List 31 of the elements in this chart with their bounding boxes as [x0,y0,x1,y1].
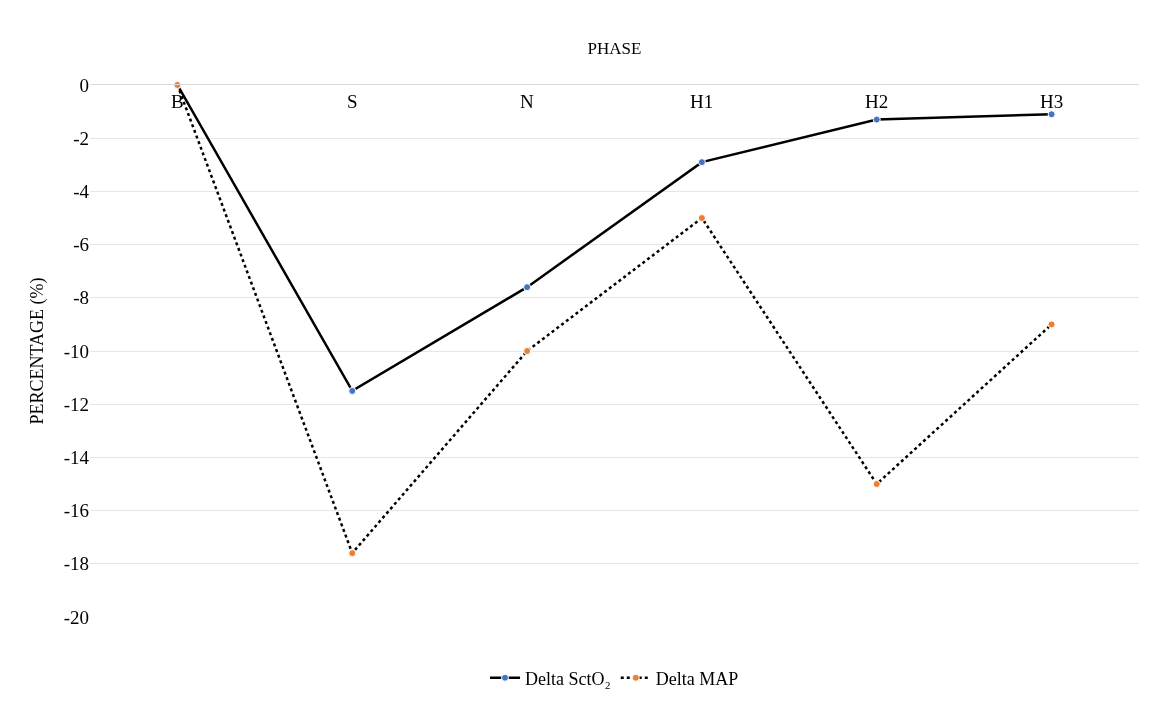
y-axis-title: PERCENTAGE (%) [26,277,48,425]
point [1047,110,1056,119]
point [348,386,357,395]
y-tick-label: -20 [63,606,89,628]
point [523,283,532,292]
y-tick-label: -6 [73,234,89,256]
y-tick-label: -4 [73,181,90,203]
x-tick-label: N [520,91,534,112]
point [872,115,881,124]
point [523,347,532,355]
point [872,480,881,488]
x-axis-title: PHASE [587,38,642,58]
point [697,158,706,167]
y-tick-label: -10 [63,340,89,362]
y-tick-label: -14 [63,447,90,469]
point [1047,320,1056,329]
y-tick-label: -2 [73,127,89,149]
x-tick-label: H1 [690,91,714,112]
point [348,549,357,558]
y-tick-label: -12 [63,393,89,415]
legend-label: Delta SctO₂ [525,668,611,689]
legend-label: Delta MAP [655,668,739,689]
x-tick-label: S [347,91,358,112]
x-tick-label: H3 [1040,91,1064,112]
y-tick-label: -16 [63,500,89,522]
x-tick-label: H2 [865,91,889,112]
x-tick-label: B [171,91,184,112]
y-tick-label: -8 [73,287,89,309]
point [697,214,706,222]
y-tick-label: 0 [79,74,89,96]
y-tick-label: -18 [63,553,89,575]
